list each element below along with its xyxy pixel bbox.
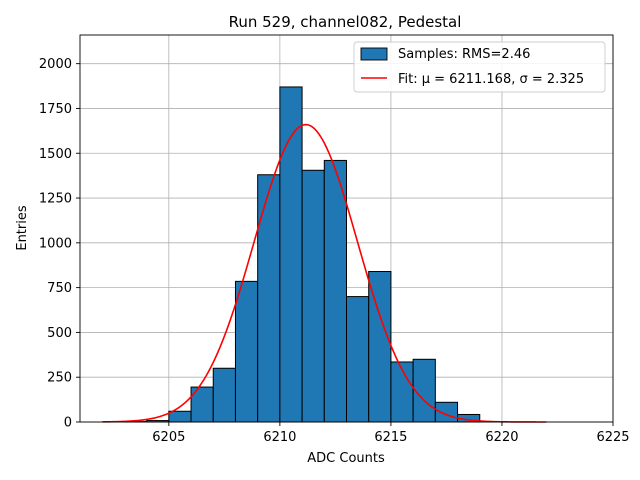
histogram-bar: [212, 367, 236, 423]
histogram-bar: [412, 358, 436, 423]
histogram-bar: [234, 280, 259, 423]
legend: Samples: RMS=2.46 Fit: μ = 6211.168, σ =…: [353, 41, 606, 93]
histogram-bar: [323, 159, 347, 423]
y-tick-label: 1750: [39, 102, 72, 117]
histogram-bar: [257, 174, 281, 423]
y-tick-label: 1000: [39, 236, 72, 251]
histogram-bar: [368, 271, 392, 423]
x-tick-label: 6205: [152, 430, 185, 445]
x-tick-label: 6210: [263, 430, 296, 445]
x-tick-label: 6215: [374, 430, 407, 445]
y-tick-label: 1250: [39, 192, 72, 207]
legend-fit-label: Fit: μ = 6211.168, σ = 2.325: [398, 72, 584, 87]
x-tick-label: 6220: [485, 430, 518, 445]
y-tick-label: 2000: [39, 57, 72, 72]
plot-frame: [79, 34, 614, 423]
fit-curve: [102, 123, 547, 423]
y-axis-label: Entries: [15, 205, 30, 251]
y-tick-label: 250: [47, 371, 72, 386]
legend-histogram-label: Samples: RMS=2.46: [398, 47, 530, 62]
x-axis-label: ADC Counts: [307, 451, 385, 466]
y-tick-label: 750: [47, 281, 72, 296]
histogram-bars: [123, 86, 481, 423]
legend-box: [353, 41, 606, 93]
histogram-bar: [168, 410, 192, 423]
y-tick-label: 1500: [39, 147, 72, 162]
histogram-bar: [434, 401, 459, 423]
histogram-bar: [301, 169, 325, 423]
chart-title: Run 529, channel082, Pedestal: [229, 13, 462, 31]
y-tick-label: 0: [64, 416, 72, 431]
y-axis-ticks: 0 250 500 750 1000 1250 1500 1750 2000: [39, 57, 80, 431]
histogram-bar: [346, 296, 370, 423]
x-axis-ticks: 6205 6210 6215 6220 6225: [152, 422, 630, 445]
x-tick-label: 6225: [596, 430, 629, 445]
y-tick-label: 500: [47, 326, 72, 341]
legend-histogram-swatch: [360, 47, 388, 61]
